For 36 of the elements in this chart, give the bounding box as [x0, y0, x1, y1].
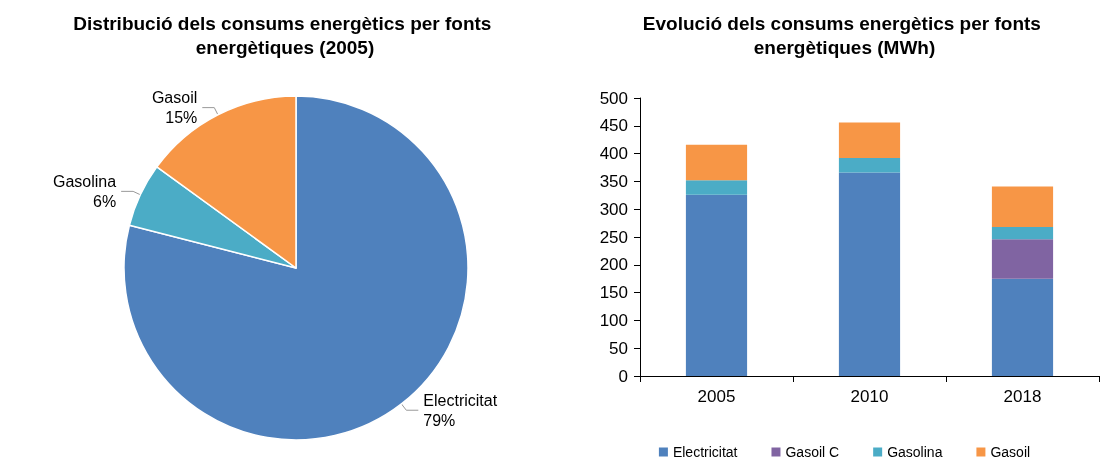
bar: [991, 278, 1054, 376]
x-tick-label: 2005: [697, 387, 736, 406]
y-tick-label: 200: [599, 255, 628, 275]
y-tick-label: 50: [609, 338, 628, 358]
y-tick-label: 350: [599, 171, 628, 191]
bar: [991, 186, 1054, 227]
legend-label: Gasolina: [887, 444, 943, 460]
data-label: 6%: [93, 192, 117, 210]
y-tick-label: 0: [618, 366, 628, 386]
y-tick-label: 500: [599, 88, 628, 108]
legend-label: Gasoil: [990, 444, 1031, 460]
data-label: 15%: [165, 109, 198, 127]
y-tick-label: 400: [599, 144, 628, 164]
bar: [685, 194, 748, 376]
chart-title: Evolució dels consums energètics per fonts energètiques (MWh): [642, 12, 1047, 58]
data-label: 79%: [423, 411, 456, 429]
chart-title: Distribució dels consums energètics per fonts energètiques (2005): [73, 12, 497, 58]
bar: [838, 158, 901, 173]
bar: [991, 239, 1054, 279]
legend-label: Gasoil C: [785, 444, 840, 460]
slice-label: Gasolina: [52, 172, 117, 190]
slice-label: Electricitat: [423, 391, 498, 409]
bar: [838, 122, 901, 159]
bar: [685, 144, 748, 181]
bar: [991, 226, 1054, 240]
bar: [685, 180, 748, 195]
y-tick-label: 250: [599, 227, 628, 247]
y-tick-label: 450: [599, 116, 628, 136]
y-tick-label: 150: [599, 283, 628, 303]
x-tick-label: 2010: [850, 387, 889, 406]
slice-label: Gasoil: [151, 89, 198, 107]
legend-label: Electricitat: [672, 444, 738, 460]
y-tick-label: 300: [599, 199, 628, 219]
x-tick-label: 2018: [1003, 387, 1042, 406]
y-tick-label: 100: [599, 310, 628, 330]
bar: [838, 172, 901, 376]
